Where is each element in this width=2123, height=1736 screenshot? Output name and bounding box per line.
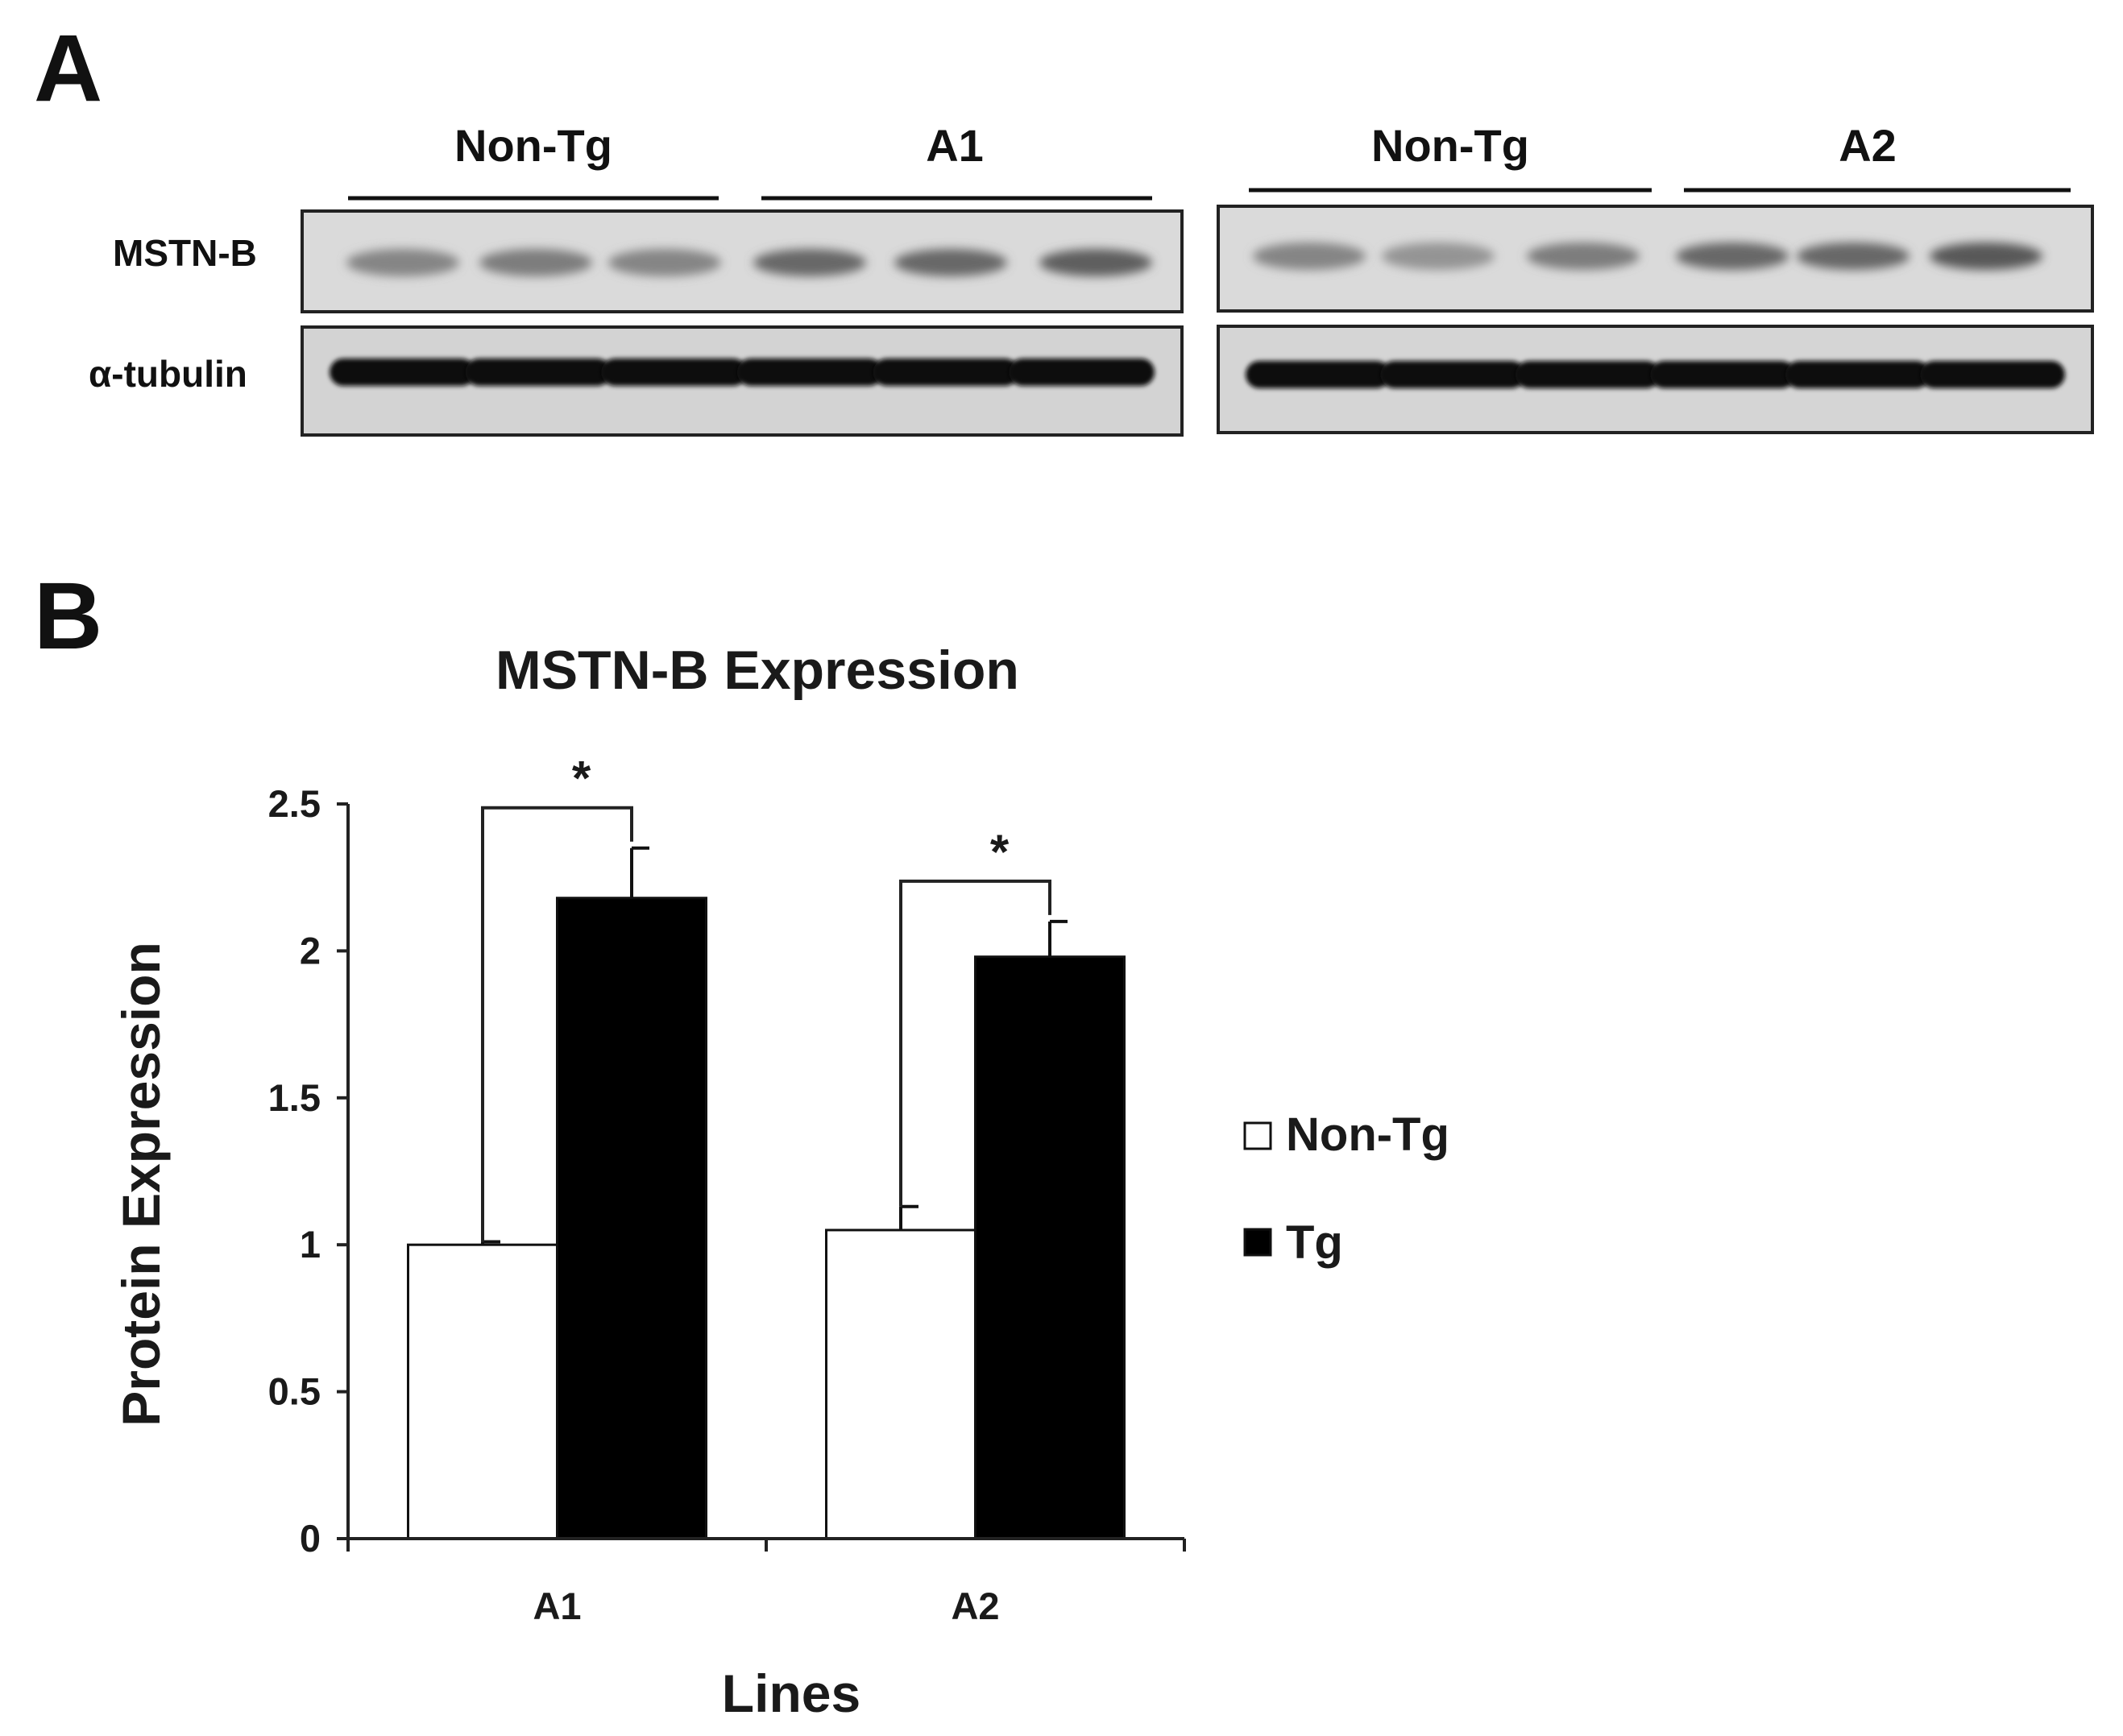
blot1-mstn-band-2 xyxy=(479,249,592,276)
x-tick-label-a2: A2 xyxy=(951,1585,999,1627)
panel-b-letter: B xyxy=(34,563,102,669)
legend-label-nontg: Non-Tg xyxy=(1286,1108,1449,1161)
y-tick-label: 0.5 xyxy=(268,1370,321,1413)
bar-non-tg-a1 xyxy=(407,1243,558,1540)
blot1-mstn-band-4 xyxy=(753,249,866,276)
significance-bracket-a1 xyxy=(481,806,633,1242)
y-tick-label: 2.5 xyxy=(268,782,321,825)
blot2-mstn-band-3 xyxy=(1527,242,1640,270)
blot2-tubulin-band-3 xyxy=(1516,361,1661,388)
blot1-tubulin-band-1 xyxy=(330,358,475,386)
blot1-mstn-band-5 xyxy=(894,249,1007,276)
chart-title: MSTN-B Expression xyxy=(496,640,1019,701)
blot1-group-label-nontg: Non-Tg xyxy=(454,120,612,171)
blot1-tubulin-band-2 xyxy=(465,358,612,386)
significance-bracket-a2 xyxy=(899,879,1051,1207)
blot1-mstn-band-6 xyxy=(1039,249,1152,276)
significance-star-a1: * xyxy=(572,752,591,806)
x-axis-title: Lines xyxy=(722,1663,860,1723)
blot2-mstn-band-6 xyxy=(1930,242,2042,270)
significance-star-a2: * xyxy=(990,825,1010,879)
blot2-group-label-a2: A2 xyxy=(1839,120,1897,171)
legend-label-tg: Tg xyxy=(1286,1216,1343,1269)
blot1-mstn-band-3 xyxy=(608,249,721,276)
blot2-tubulin-band-2 xyxy=(1380,361,1525,388)
row-label-mstn: MSTN-B xyxy=(113,232,257,274)
blot2-mstn-band-5 xyxy=(1797,242,1909,270)
y-tick-label: 1 xyxy=(300,1223,321,1266)
y-tick-label: 2 xyxy=(300,929,321,972)
legend-swatch-nontg xyxy=(1243,1121,1272,1150)
blot2-mstn-band-4 xyxy=(1676,242,1789,270)
legend-swatch-tg xyxy=(1243,1228,1272,1257)
bar-chart: 0 0.5 1 1.5 2 2.5 * * A1 A2 xyxy=(268,752,1186,1627)
bar-tg-a2 xyxy=(974,955,1126,1540)
bar-non-tg-a2 xyxy=(825,1228,976,1540)
blot2-mstn-band-2 xyxy=(1382,242,1495,270)
bar-tg-a1 xyxy=(556,897,707,1540)
blot1-mstn-band-1 xyxy=(346,249,459,276)
x-tick-label-a1: A1 xyxy=(533,1585,581,1627)
blot1-group-label-a1: A1 xyxy=(926,120,984,171)
blot-bands xyxy=(330,242,2065,388)
y-axis-title: Protein Expression xyxy=(111,942,171,1427)
blot2-mstn-band-1 xyxy=(1253,242,1366,270)
blot2-tubulin-band-4 xyxy=(1650,361,1795,388)
y-tick-label: 0 xyxy=(300,1517,321,1560)
blot1-tubulin-band-5 xyxy=(873,358,1019,386)
blot1-tubulin-band-3 xyxy=(601,358,747,386)
panel-a-letter: A xyxy=(34,15,102,122)
blot2-tubulin-band-1 xyxy=(1246,361,1391,388)
blot1-tubulin-band-4 xyxy=(737,358,883,386)
row-label-tubulin: α-tubulin xyxy=(89,353,247,395)
y-tick-label: 1.5 xyxy=(268,1076,321,1119)
blot2-tubulin-band-6 xyxy=(1920,361,2065,388)
blot2-group-label-nontg: Non-Tg xyxy=(1371,120,1529,171)
blot1-tubulin-band-6 xyxy=(1009,358,1155,386)
blot2-tubulin-band-5 xyxy=(1785,361,1930,388)
